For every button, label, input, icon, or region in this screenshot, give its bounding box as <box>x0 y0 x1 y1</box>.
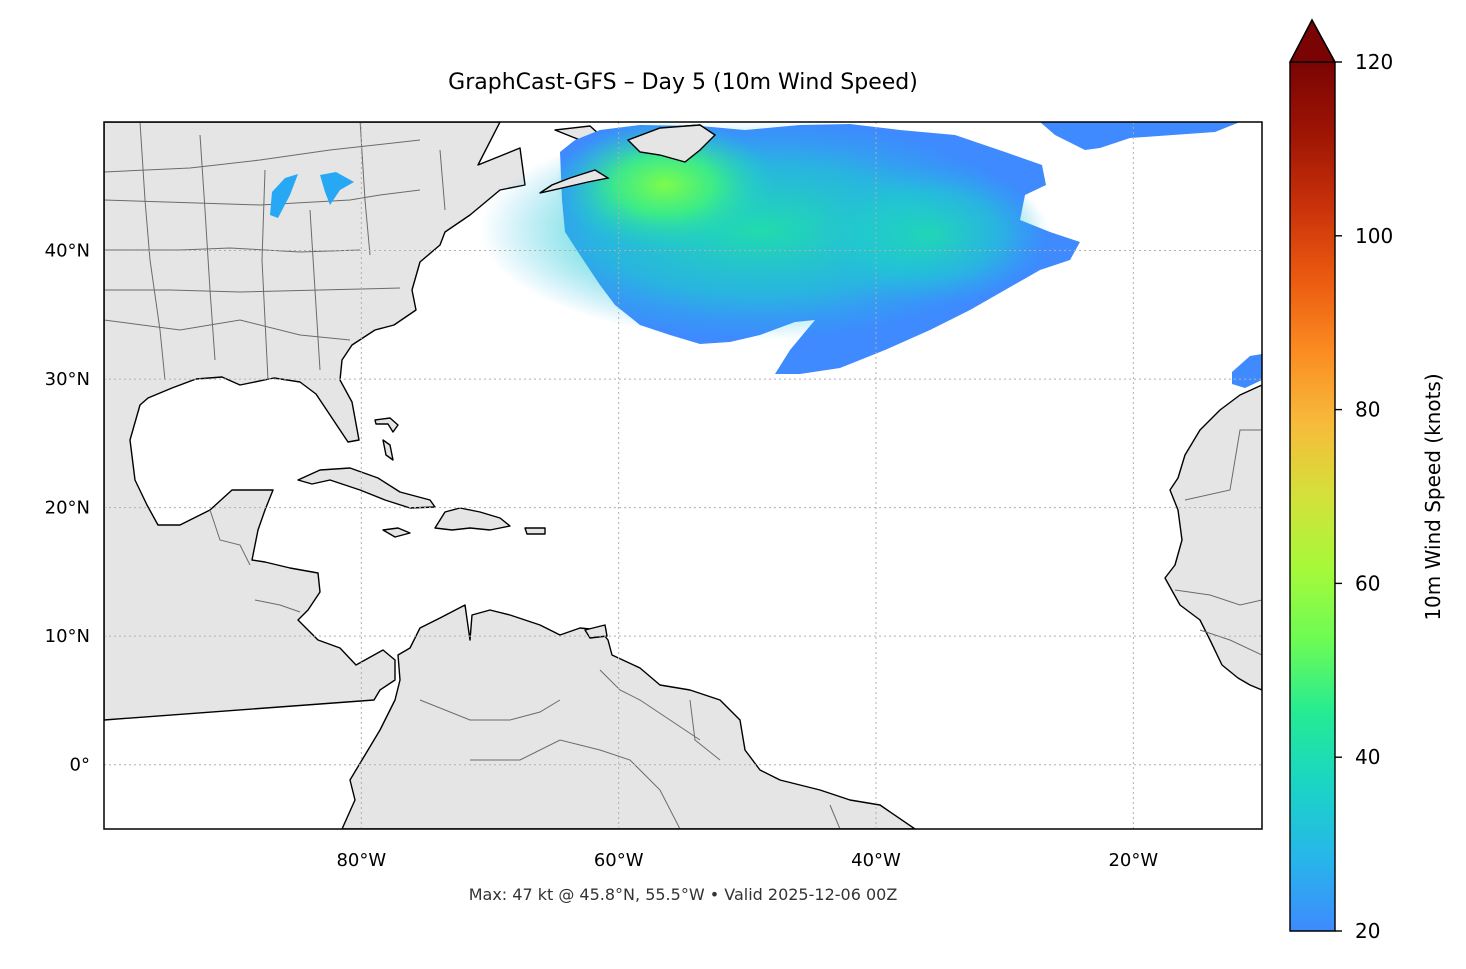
colorbar-ticks: 20 40 60 80 100 120 <box>1335 50 1393 943</box>
great-lakes-wind-1 <box>270 174 298 218</box>
lon-tick-label: 40°W <box>851 850 901 871</box>
ne-atlantic-band <box>1040 122 1240 150</box>
colorbar-tick-label: 20 <box>1355 919 1380 943</box>
lat-axis: 40°N 30°N 20°N 10°N 0° <box>45 241 90 776</box>
colorbar-extend-arrow <box>1288 18 1337 63</box>
wind-field <box>270 122 1262 388</box>
colorbar-label: 10m Wind Speed (knots) <box>1421 373 1445 620</box>
lon-tick-label: 60°W <box>594 850 644 871</box>
gridlines <box>104 122 1262 829</box>
storm-mid-layer-2 <box>810 165 1050 305</box>
map-panel <box>103 121 1263 830</box>
lon-tick-label: 80°W <box>336 850 386 871</box>
colorbar-tick-label: 60 <box>1355 571 1380 595</box>
colorbar-tick-label: 40 <box>1355 745 1380 769</box>
lat-tick-label: 40°N <box>45 241 90 262</box>
lat-tick-label: 10°N <box>45 626 90 647</box>
great-lakes-wind-2 <box>320 172 354 205</box>
chart-title: GraphCast-GFS – Day 5 (10m Wind Speed) <box>448 70 918 95</box>
colorbar-tick-label: 100 <box>1355 224 1393 248</box>
africa-land <box>1164 384 1262 691</box>
hispaniola <box>434 507 511 531</box>
border-lines <box>104 122 1262 829</box>
south-america-land <box>341 604 916 829</box>
lat-tick-label: 20°N <box>45 498 90 519</box>
nova-scotia-overlay <box>539 169 610 194</box>
bahamas <box>374 417 399 433</box>
puerto-rico <box>524 527 546 535</box>
cuba <box>297 467 436 509</box>
coast-overlay <box>539 124 717 194</box>
andros <box>382 439 394 461</box>
lat-tick-label: 30°N <box>45 369 90 390</box>
map-frame <box>103 121 1263 830</box>
colorbar: 20 40 60 80 100 120 10m Wind Speed (knots) <box>1288 18 1445 943</box>
footer-caption: Max: 47 kt @ 45.8°N, 55.5°W • Valid 2025… <box>468 885 898 904</box>
lat-tick-label: 0° <box>70 755 90 776</box>
colorbar-fill <box>1290 62 1335 931</box>
storm-core <box>555 122 775 250</box>
colorbar-frame <box>1289 18 1336 932</box>
trinidad <box>584 624 608 639</box>
lon-axis: 80°W 60°W 40°W 20°W <box>336 850 1158 871</box>
lon-tick-label: 20°W <box>1108 850 1158 871</box>
colorbar-tick-label: 120 <box>1355 50 1393 74</box>
jamaica <box>382 527 411 538</box>
newfoundland-overlay <box>626 124 717 163</box>
colorbar-tick-label: 80 <box>1355 398 1380 422</box>
